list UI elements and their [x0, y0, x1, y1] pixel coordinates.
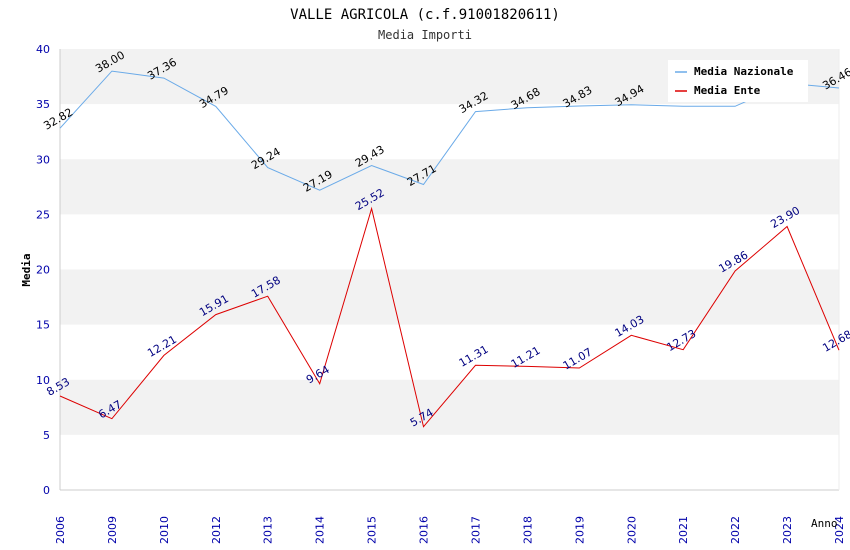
x-tick-label: 2006: [54, 516, 67, 544]
data-label: 12.21: [145, 333, 179, 360]
x-tick-label: 2023: [781, 516, 794, 544]
x-tick-label: 2021: [677, 516, 690, 544]
grid-band: [60, 379, 839, 435]
x-tick-label: 2017: [469, 516, 482, 544]
y-tick-label: 10: [36, 374, 50, 387]
y-tick-label: 25: [36, 208, 50, 221]
legend-box: [668, 60, 808, 102]
grid-band: [60, 269, 839, 325]
x-tick-label: 2012: [210, 516, 223, 544]
x-tick-label: 2014: [314, 516, 327, 544]
chart-title: VALLE AGRICOLA (c.f.91001820611): [290, 7, 560, 23]
y-tick-label: 0: [43, 484, 50, 497]
legend: Media Nazionale Media Ente: [668, 60, 808, 102]
chart-subtitle: Media Importi: [378, 28, 472, 42]
y-tick-label: 40: [36, 43, 50, 56]
x-tick-label: 2010: [158, 516, 171, 544]
x-tick-label: 2016: [418, 516, 431, 544]
series-lines: [59, 70, 840, 428]
x-tick-label: 2009: [106, 516, 119, 544]
y-axis-ticks: 0 5 10 15 20 25 30 35 40: [36, 43, 50, 497]
legend-label-nazionale: Media Nazionale: [694, 65, 794, 78]
y-tick-label: 30: [36, 153, 50, 166]
legend-label-ente: Media Ente: [694, 84, 761, 97]
x-tick-label: 2022: [729, 516, 742, 544]
series-line-ente: [59, 206, 840, 428]
data-label: 12.68: [820, 328, 850, 355]
x-axis-ticks: 2006 2009 2010 2012 2013 2014 2015 2016 2017 2018…: [54, 516, 846, 544]
x-tick-label: 2018: [521, 516, 534, 544]
y-tick-label: 15: [36, 319, 50, 332]
y-tick-label: 20: [36, 264, 50, 277]
series-line-nazionale: [59, 70, 840, 191]
y-axis-label: Media: [20, 253, 33, 286]
x-tick-label: 2015: [366, 516, 379, 544]
x-axis-label: Anno: [811, 517, 838, 530]
x-tick-label: 2013: [262, 516, 275, 544]
x-tick-label: 2024: [833, 516, 846, 544]
x-tick-label: 2020: [625, 516, 638, 544]
background-bands: [59, 49, 840, 491]
y-tick-label: 35: [36, 98, 50, 111]
x-tick-label: 2019: [573, 516, 586, 544]
grid-band: [60, 159, 839, 215]
data-label: 12.73: [665, 327, 699, 354]
y-tick-label: 5: [43, 429, 50, 442]
